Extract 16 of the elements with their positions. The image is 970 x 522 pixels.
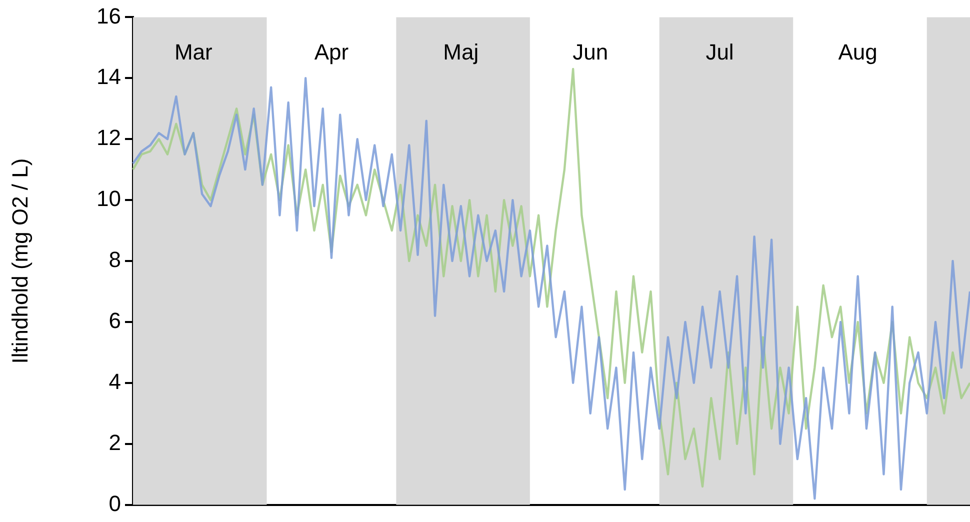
y-tick-label: 4 [108,368,121,394]
x-tick-label: Jul [706,39,734,64]
y-tick-label: 2 [108,430,121,455]
y-tick-label: 12 [96,125,121,150]
x-tick-label: Mar [174,39,212,64]
x-tick-label: Apr [314,39,349,64]
y-tick-label: 16 [96,3,121,28]
x-tick-label: Maj [443,39,479,64]
x-tick-label: Aug [838,39,878,64]
y-tick-label: 0 [108,490,121,516]
y-axis-title: Iltindhold (mg O2 / L) [7,158,32,364]
y-tick-label: 8 [108,247,121,272]
x-tick-label: Jun [572,39,608,64]
y-tick-label: 14 [96,64,121,90]
y-tick-label: 6 [108,308,121,334]
y-tick-label: 10 [96,186,121,212]
